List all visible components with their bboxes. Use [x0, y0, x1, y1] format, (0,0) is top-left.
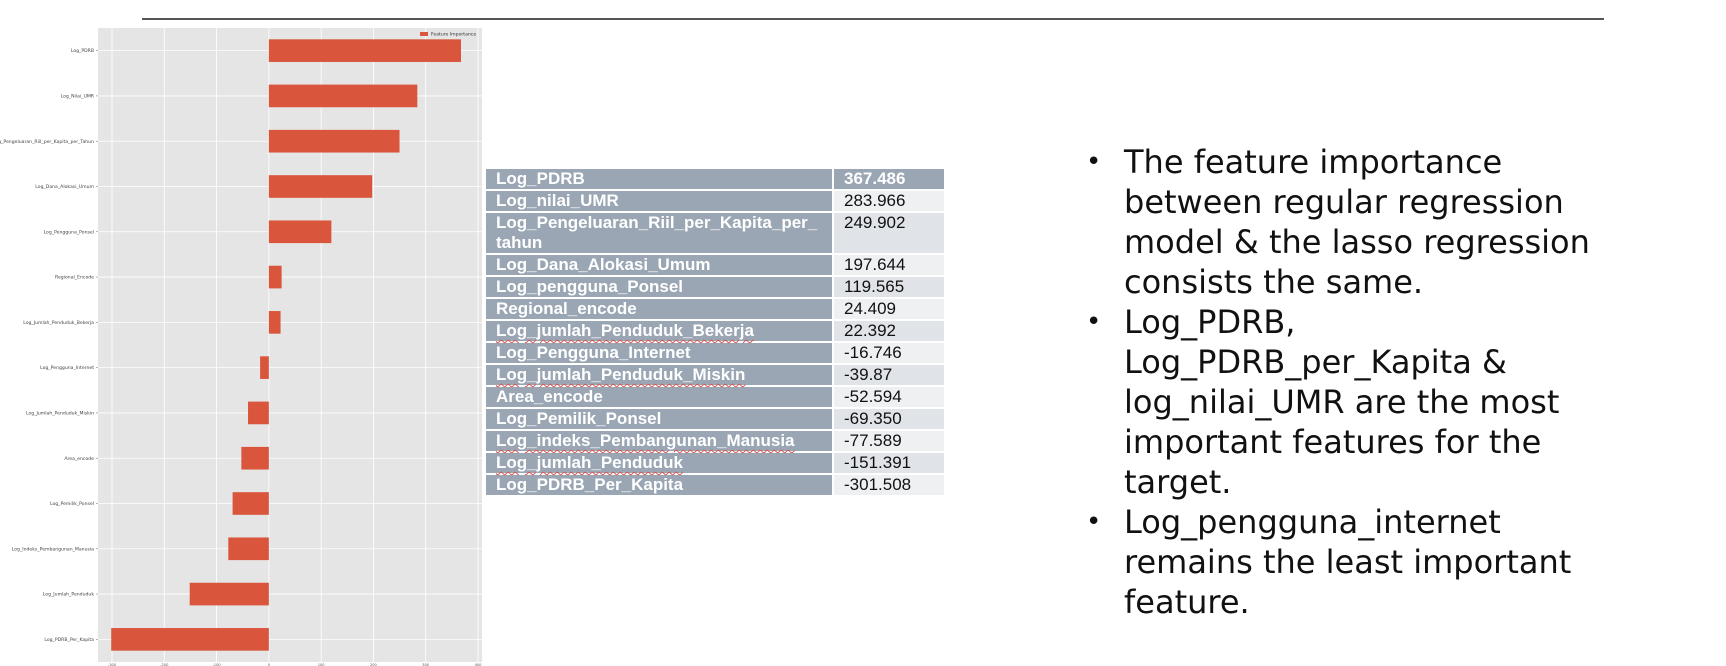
- feature-name-cell: Log_pengguna_Ponsel: [486, 276, 834, 299]
- table-row: Log_jumlah_Penduduk_Bekerja 22.392: [486, 320, 944, 343]
- coefficient-cell: -151.391: [833, 452, 944, 475]
- y-tick-label: Log_Indeks_Pembangunan_Manusia: [12, 546, 94, 552]
- coefficient-cell: -69.350: [833, 408, 944, 431]
- table-row: Log_PDRB_Per_Kapita -301.508: [486, 474, 944, 497]
- y-tick-label: Log_Pemilik_Ponsel: [50, 501, 94, 507]
- coefficient-cell: -301.508: [833, 474, 944, 497]
- bar: [268, 220, 332, 244]
- coefficient-cell: 249.902: [833, 212, 944, 255]
- coefficient-cell: 119.565: [833, 276, 944, 299]
- table-row: Log_Pengguna_Internet -16.746: [486, 342, 944, 365]
- coefficient-cell: -16.746: [833, 342, 944, 365]
- bar: [228, 537, 269, 561]
- y-tick-label: Log_Jumlah_Penduduk_Miskin: [26, 411, 94, 417]
- y-tick-label: Log_Pengguna_Internet: [40, 365, 94, 371]
- table-row: Log_pengguna_Ponsel 119.565: [486, 276, 944, 299]
- bar: [189, 582, 269, 606]
- y-tick-label: Log_Nilai_UMR: [61, 94, 95, 100]
- table-row: Log_jumlah_Penduduk -151.391: [486, 452, 944, 475]
- plot-area: [98, 28, 482, 662]
- coefficient-cell: -77.589: [833, 430, 944, 453]
- table-row: Log_Pengeluaran_Riil_per_Kapita_per_tahu…: [486, 212, 944, 255]
- feature-name-cell: Log_Pengeluaran_Riil_per_Kapita_per_tahu…: [486, 212, 834, 255]
- bar: [241, 446, 269, 470]
- feature-name-cell: Log_PDRB: [486, 169, 834, 191]
- bar: [268, 39, 461, 62]
- y-tick-label: Log_Dana_Alokasi_Umum: [35, 184, 94, 190]
- feature-name-cell: Log_indeks_Pembangunan_Manusia: [486, 430, 834, 453]
- bar: [268, 84, 418, 108]
- feature-name-cell: Log_Pemilik_Ponsel: [486, 408, 834, 431]
- coefficient-cell: 367.486: [833, 169, 944, 191]
- y-tick-label: Log_Pengeluaran_Riil_per_Kapita_per_Tahu…: [0, 139, 94, 145]
- y-tick-label: Log_Pengguna_Ponsel: [44, 229, 94, 235]
- legend-swatch: [420, 32, 428, 36]
- feature-name-cell: Area_encode: [486, 386, 834, 409]
- y-tick-label: Log_PDRB_Per_Kapita: [44, 637, 94, 643]
- bar: [260, 356, 269, 379]
- coefficient-cell: 283.966: [833, 190, 944, 213]
- coefficient-cell: 197.644: [833, 254, 944, 277]
- table-row: Regional_encode 24.409: [486, 298, 944, 321]
- table-row: Log_nilai_UMR 283.966: [486, 190, 944, 213]
- table-row: Log_Dana_Alokasi_Umum 197.644: [486, 254, 944, 277]
- feature-name-cell: Log_Pengguna_Internet: [486, 342, 834, 365]
- bar: [111, 628, 269, 651]
- y-tick-label: Log_Jumlah_Penduduk_Bekerja: [23, 320, 94, 326]
- feature-name-cell: Log_Dana_Alokasi_Umum: [486, 254, 834, 277]
- y-tick-label: Log_Jumlah_Penduduk: [43, 592, 95, 598]
- table-row: Log_Pemilik_Ponsel -69.350: [486, 408, 944, 431]
- bar: [268, 129, 400, 153]
- table-row: Area_encode -52.594: [486, 386, 944, 409]
- coefficient-cell: 24.409: [833, 298, 944, 321]
- bar: [248, 401, 269, 425]
- feature-name-cell: Log_jumlah_Penduduk: [486, 452, 834, 475]
- feature-name-cell: Log_jumlah_Penduduk_Bekerja: [486, 320, 834, 343]
- bullet-item: Log_pengguna_internet remains the least …: [1086, 502, 1606, 622]
- bullet-item: Log_PDRB, Log_PDRB_per_Kapita & log_nila…: [1086, 302, 1606, 502]
- y-tick-label: Regional_Encode: [55, 275, 94, 281]
- bar: [268, 175, 373, 198]
- feature-name-cell: Regional_encode: [486, 298, 834, 321]
- bar: [232, 492, 269, 515]
- legend-label: Feature Importance: [431, 32, 476, 38]
- coefficient-cell: -52.594: [833, 386, 944, 409]
- table-row: Log_PDRB 367.486: [486, 169, 944, 191]
- y-tick-label: Log_PDRB: [71, 48, 94, 54]
- feature-name-cell: Log_PDRB_Per_Kapita: [486, 474, 834, 497]
- coefficient-cell: -39.87: [833, 364, 944, 387]
- feature-name-cell: Log_jumlah_Penduduk_Miskin: [486, 364, 834, 387]
- summary-bullet-list: The feature importance between regular r…: [1086, 142, 1606, 622]
- bar: [268, 311, 281, 334]
- coefficient-cell: 22.392: [833, 320, 944, 343]
- bullet-item: The feature importance between regular r…: [1086, 142, 1606, 302]
- coefficient-table: Log_PDRB 367.486 Log_nilai_UMR 283.966 L…: [486, 169, 944, 497]
- table-row: Log_indeks_Pembangunan_Manusia -77.589: [486, 430, 944, 453]
- bar: [268, 265, 282, 289]
- feature-importance-chart: Log_PDRB Log_Nilai_UMR Log_Pengeluaran_Rii…: [0, 28, 482, 666]
- table-row: Log_jumlah_Penduduk_Miskin -39.87: [486, 364, 944, 387]
- feature-name-cell: Log_nilai_UMR: [486, 190, 834, 213]
- y-tick-label: Area_encode: [64, 456, 94, 462]
- top-divider: [142, 18, 1604, 20]
